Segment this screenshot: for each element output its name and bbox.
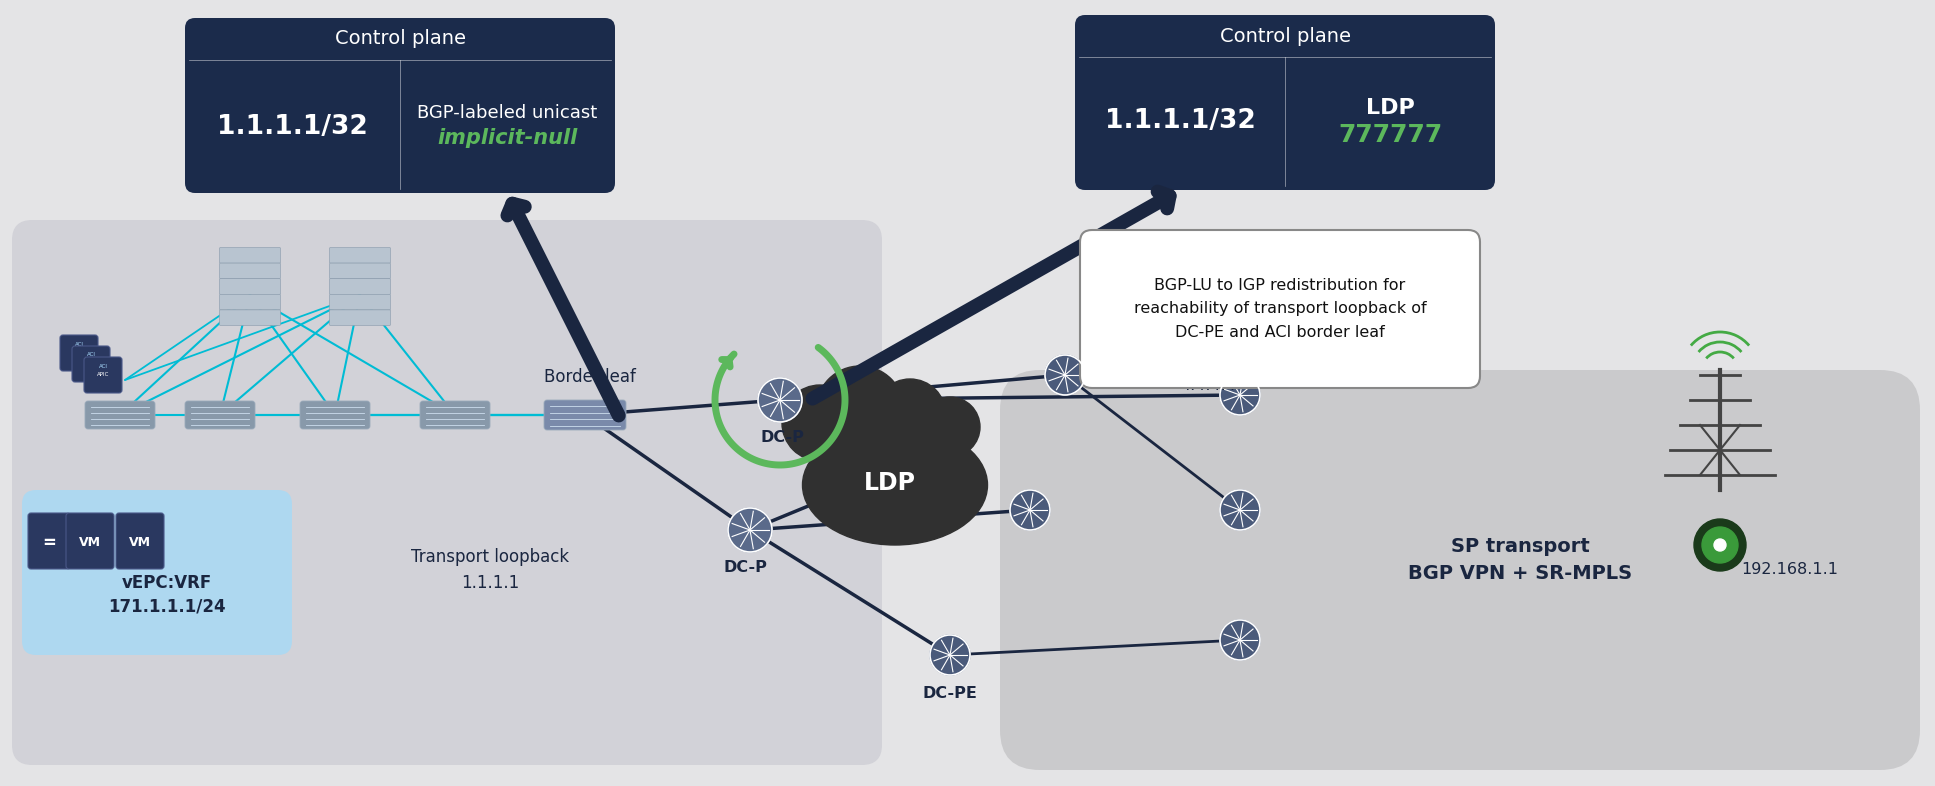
FancyBboxPatch shape <box>66 513 114 569</box>
FancyBboxPatch shape <box>329 248 391 263</box>
FancyBboxPatch shape <box>72 346 110 382</box>
FancyBboxPatch shape <box>60 335 99 371</box>
FancyBboxPatch shape <box>544 400 627 430</box>
Text: BGP-labeled unicast: BGP-labeled unicast <box>416 105 598 123</box>
FancyBboxPatch shape <box>219 263 281 279</box>
Text: 192.168.1.1: 192.168.1.1 <box>1742 563 1838 578</box>
Circle shape <box>875 379 946 451</box>
FancyBboxPatch shape <box>420 401 490 429</box>
FancyBboxPatch shape <box>329 310 391 325</box>
Circle shape <box>759 378 801 422</box>
Text: APIC: APIC <box>74 351 85 355</box>
Text: implicit-null: implicit-null <box>437 128 577 149</box>
Circle shape <box>1703 527 1738 563</box>
Circle shape <box>1010 490 1051 530</box>
FancyBboxPatch shape <box>300 401 370 429</box>
Text: =: = <box>43 534 56 552</box>
FancyBboxPatch shape <box>219 294 281 310</box>
Circle shape <box>1693 519 1745 571</box>
FancyBboxPatch shape <box>329 279 391 294</box>
Text: vEPC:VRF
171.1.1.1/24: vEPC:VRF 171.1.1.1/24 <box>108 575 226 615</box>
Circle shape <box>728 508 772 552</box>
Text: 1.1.1.1/32: 1.1.1.1/32 <box>217 113 368 139</box>
Text: Control plane: Control plane <box>1219 27 1351 46</box>
Ellipse shape <box>803 425 987 545</box>
Text: DC-PE
Transport loopback
4.4.4.4: DC-PE Transport loopback 4.4.4.4 <box>1180 336 1333 394</box>
FancyBboxPatch shape <box>329 294 391 310</box>
Text: Transport loopback
1.1.1.1: Transport loopback 1.1.1.1 <box>410 549 569 592</box>
FancyBboxPatch shape <box>1080 230 1480 388</box>
Text: 777777: 777777 <box>1337 123 1442 146</box>
FancyBboxPatch shape <box>1076 15 1496 190</box>
FancyBboxPatch shape <box>83 357 122 393</box>
Circle shape <box>1219 375 1260 415</box>
FancyBboxPatch shape <box>186 18 615 193</box>
FancyBboxPatch shape <box>12 220 882 765</box>
Text: DC-PE: DC-PE <box>923 685 977 700</box>
Circle shape <box>919 397 979 457</box>
Text: VM: VM <box>130 537 151 549</box>
Text: LDP: LDP <box>1366 97 1414 117</box>
Text: LDP: LDP <box>865 471 915 495</box>
Circle shape <box>1219 490 1260 530</box>
Circle shape <box>782 385 857 461</box>
FancyBboxPatch shape <box>219 248 281 263</box>
Text: ACI: ACI <box>75 341 83 347</box>
Text: APIC: APIC <box>85 362 97 366</box>
FancyBboxPatch shape <box>21 490 292 655</box>
Text: VM: VM <box>79 537 101 549</box>
FancyBboxPatch shape <box>186 401 255 429</box>
Text: DC-P: DC-P <box>724 560 766 575</box>
FancyBboxPatch shape <box>1000 370 1920 770</box>
Text: Control plane: Control plane <box>335 30 466 49</box>
FancyBboxPatch shape <box>85 401 155 429</box>
Circle shape <box>1714 539 1726 551</box>
Circle shape <box>931 635 969 675</box>
Text: DC-P: DC-P <box>760 431 803 446</box>
Circle shape <box>1045 355 1086 395</box>
Text: ACI: ACI <box>99 363 108 369</box>
Text: Border leaf: Border leaf <box>544 368 637 386</box>
FancyBboxPatch shape <box>116 513 164 569</box>
FancyBboxPatch shape <box>219 310 281 325</box>
Text: SP transport
BGP VPN + SR-MPLS: SP transport BGP VPN + SR-MPLS <box>1409 538 1631 582</box>
FancyBboxPatch shape <box>219 279 281 294</box>
Text: ACI: ACI <box>87 352 95 358</box>
Text: BGP-LU to IGP redistribution for
reachability of transport loopback of
DC-PE and: BGP-LU to IGP redistribution for reachab… <box>1134 278 1426 340</box>
Circle shape <box>1219 620 1260 660</box>
Text: APIC: APIC <box>97 373 108 377</box>
FancyBboxPatch shape <box>27 513 70 569</box>
Text: 1.1.1.1/32: 1.1.1.1/32 <box>1105 108 1256 134</box>
FancyBboxPatch shape <box>329 263 391 279</box>
Circle shape <box>817 366 904 454</box>
